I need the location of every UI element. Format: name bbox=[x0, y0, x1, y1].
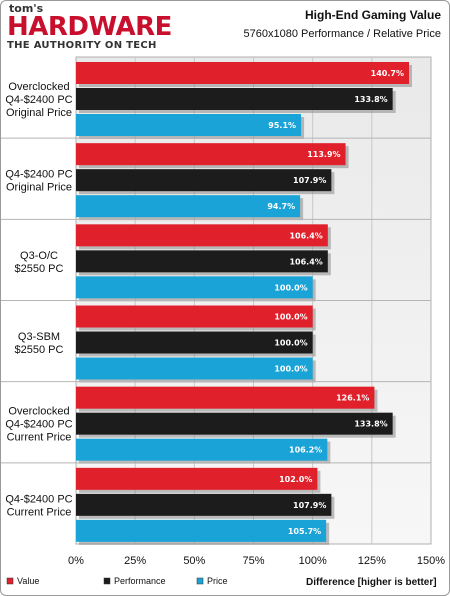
bar-price bbox=[76, 357, 313, 380]
chart-title: High-End Gaming Value bbox=[304, 8, 441, 22]
category-group: Overclocked Q4-$2400 PC Current Price 126.1… bbox=[1, 381, 431, 464]
data-label: 133.8% bbox=[354, 420, 387, 429]
category-label: Overclocked Q4-$2400 PC Current Price bbox=[5, 406, 72, 444]
bar-value bbox=[76, 62, 409, 84]
category-label: Q3-O/C $2550 PC bbox=[15, 250, 64, 275]
bar-price bbox=[76, 438, 328, 461]
data-label: 140.7% bbox=[371, 69, 404, 78]
legend-label: Value bbox=[17, 576, 39, 586]
bar-performance bbox=[76, 250, 328, 273]
category-group: Q4-$2400 PC Current Price 102.0% 107.9% 105.… bbox=[1, 462, 431, 545]
data-label: 100.0% bbox=[274, 339, 307, 348]
bar-price bbox=[76, 276, 313, 299]
category-label: Q4-$2400 PC Original Price bbox=[5, 169, 72, 194]
legend-swatch bbox=[196, 577, 204, 585]
data-label: 100.0% bbox=[274, 365, 307, 374]
x-tick-label: 75% bbox=[242, 555, 264, 567]
data-label: 102.0% bbox=[279, 475, 312, 484]
data-label: 95.1% bbox=[268, 121, 296, 130]
bar-performance bbox=[76, 493, 332, 516]
legend-swatch bbox=[6, 577, 14, 585]
bar-price bbox=[76, 195, 301, 218]
bar-price bbox=[76, 519, 327, 542]
category-group: Q4-$2400 PC Original Price 113.9% 107.9% 94.… bbox=[1, 137, 431, 221]
legend-swatch bbox=[103, 577, 111, 585]
logo-tagline: THE AUTHORITY ON TECH bbox=[7, 40, 157, 51]
legend-item: Price bbox=[196, 576, 228, 586]
data-label: 106.4% bbox=[289, 257, 322, 266]
x-tick-label: 100% bbox=[299, 555, 327, 567]
data-label: 113.9% bbox=[307, 150, 340, 159]
logo-top-text: tom's bbox=[9, 2, 44, 15]
data-label: 100.0% bbox=[274, 283, 307, 292]
category-label: Overclocked Q4-$2400 PC Original Price bbox=[5, 81, 72, 119]
bar-value bbox=[76, 143, 346, 166]
legend-item: Value bbox=[6, 576, 39, 586]
x-tick-label: 25% bbox=[124, 555, 146, 567]
x-tick-label: 50% bbox=[183, 555, 205, 567]
legend-item: Performance bbox=[103, 576, 166, 586]
bar-value bbox=[76, 305, 313, 328]
category-group: Q3-SBM $2550 PC 100.0% 100.0% 100.0% bbox=[1, 300, 431, 383]
chart-subtitle: 5760x1080 Performance / Relative Price bbox=[243, 28, 442, 40]
data-label: 107.9% bbox=[293, 176, 326, 185]
bar-value bbox=[76, 386, 375, 409]
bar-performance bbox=[76, 331, 313, 354]
category-group: Q3-O/C $2550 PC 106.4% 106.4% 100.0% bbox=[1, 218, 431, 302]
bar-value bbox=[76, 224, 328, 247]
data-label: 107.9% bbox=[293, 501, 326, 510]
x-tick-label: 125% bbox=[358, 555, 386, 567]
category-label: Q4-$2400 PC Current Price bbox=[5, 493, 72, 518]
logo-main-text: HARDWARE bbox=[7, 12, 172, 42]
legend-label: Performance bbox=[114, 576, 166, 586]
bar-value bbox=[76, 467, 318, 490]
data-label: 94.7% bbox=[267, 202, 295, 211]
data-label: 106.2% bbox=[289, 446, 322, 455]
bar-performance bbox=[76, 169, 332, 192]
x-tick-label: 150% bbox=[417, 555, 445, 567]
category-label: Q3-SBM $2550 PC bbox=[15, 331, 64, 356]
data-label: 105.7% bbox=[288, 527, 321, 536]
data-label: 133.8% bbox=[354, 95, 387, 104]
bar-performance bbox=[76, 412, 393, 435]
toms-hardware-logo: tom's HARDWARE THE AUTHORITY ON TECH bbox=[7, 3, 172, 52]
x-axis-label: Difference [higher is better] bbox=[306, 577, 437, 588]
data-label: 106.4% bbox=[289, 231, 322, 240]
data-label: 100.0% bbox=[274, 313, 307, 322]
data-label: 126.1% bbox=[336, 394, 369, 403]
bar-price bbox=[76, 114, 302, 136]
legend-label: Price bbox=[207, 576, 228, 586]
bar-performance bbox=[76, 88, 393, 110]
category-group: Overclocked Q4-$2400 PC Original Price 140.… bbox=[5, 62, 412, 139]
x-tick-label: 0% bbox=[68, 555, 84, 567]
